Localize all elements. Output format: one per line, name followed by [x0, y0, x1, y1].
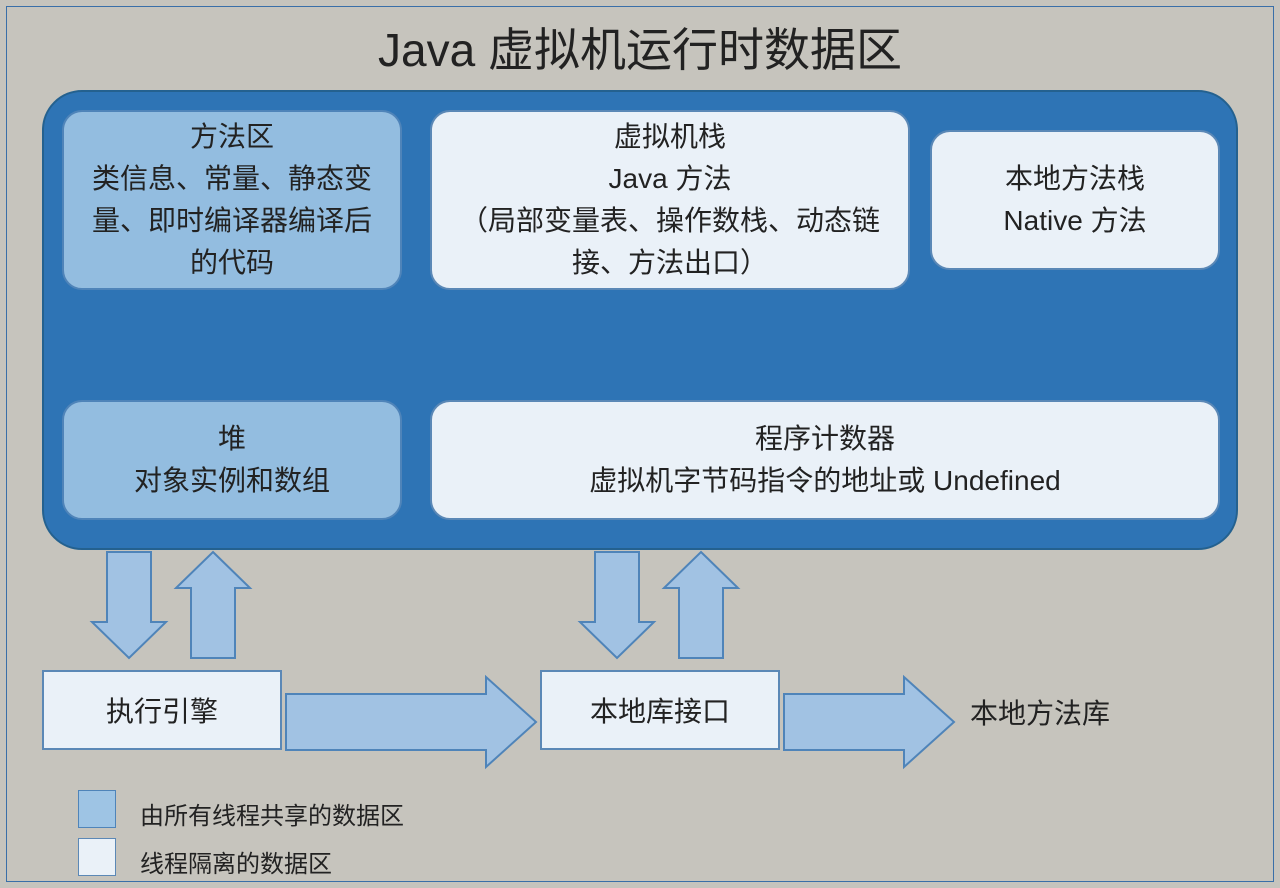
legend-shared-text: 由所有线程共享的数据区: [140, 796, 404, 831]
mem-iface-up-arrow: [664, 552, 738, 658]
iface-to-lib-arrow: [784, 677, 954, 767]
diagram-canvas: Java 虚拟机运行时数据区 方法区 类信息、常量、静态变量、即时编译器编译后的…: [0, 0, 1280, 888]
mem-exec-up-arrow: [176, 552, 250, 658]
legend-isolated-text: 线程隔离的数据区: [140, 844, 332, 879]
arrows-layer: [0, 0, 1280, 888]
legend-isolated-swatch: [78, 838, 116, 876]
mem-exec-down-arrow: [92, 552, 166, 658]
legend-shared-swatch: [78, 790, 116, 828]
exec-to-iface-arrow: [286, 677, 536, 767]
mem-iface-down-arrow: [580, 552, 654, 658]
